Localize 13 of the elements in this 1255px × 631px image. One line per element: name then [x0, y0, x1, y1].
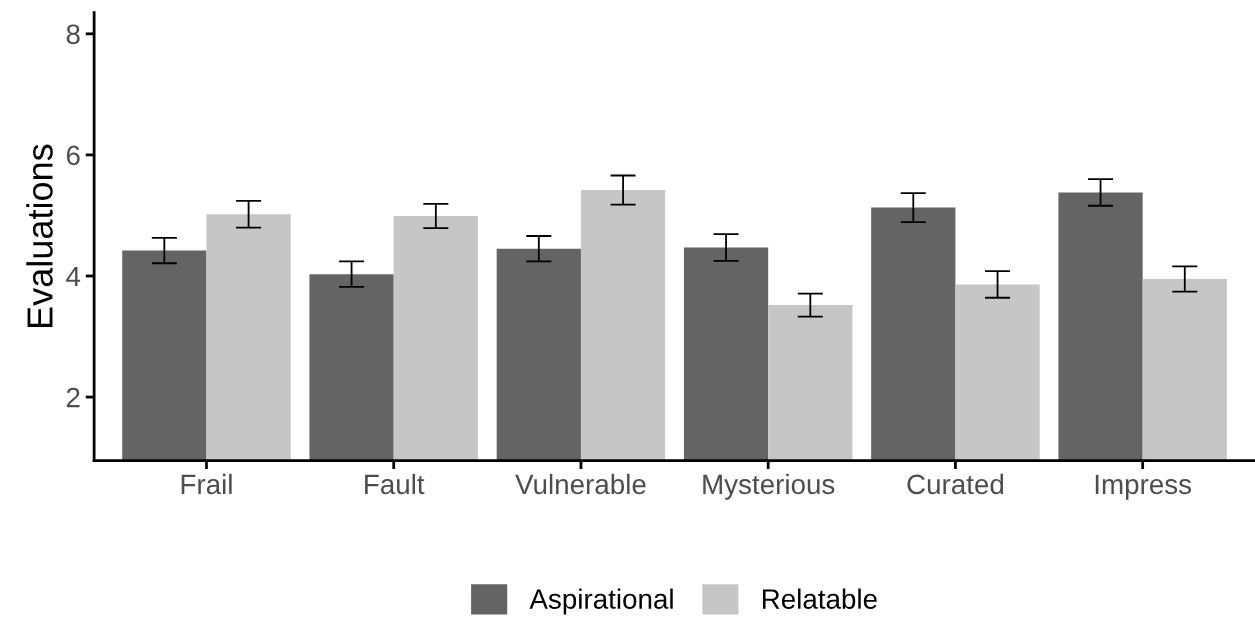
x-tick-label: Mysterious: [703, 473, 835, 500]
legend-label: Relatable: [762, 588, 877, 609]
x-tick-label: Curated: [907, 473, 1004, 495]
y-tick-label: 4: [66, 266, 81, 287]
y-tick-label: 6: [66, 145, 80, 166]
x-tick-label: Vulnerable: [515, 473, 646, 495]
x-tick-label: Fault: [365, 473, 425, 495]
y-tick-label: 8: [66, 24, 80, 45]
x-tick-label: Impress: [1095, 474, 1192, 500]
x-tick-label: Frail: [181, 473, 232, 495]
y-tick-label: 2: [66, 387, 80, 408]
legend-label: Aspirational: [529, 588, 673, 615]
y-axis-title: Evaluations: [26, 144, 53, 327]
